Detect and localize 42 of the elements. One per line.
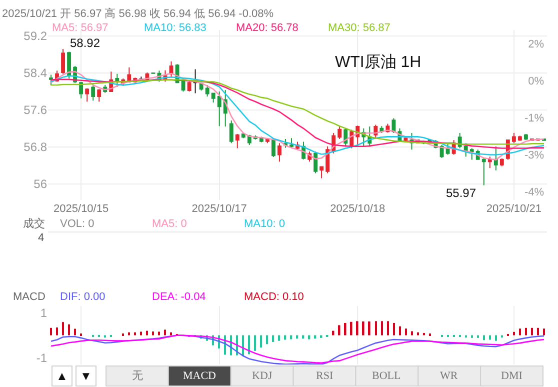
y-tick-label: 59.2	[24, 29, 48, 44]
text: MA5: 56.97	[52, 22, 108, 34]
category-label: DMI	[501, 370, 523, 382]
category-label: MACD	[183, 370, 216, 382]
annotation: 58.92	[70, 36, 100, 50]
category-label: ▼	[80, 369, 92, 383]
category-label: RSI	[316, 370, 334, 382]
y2-tick-label: 0%	[528, 76, 544, 88]
x-tick-label: 2025/10/21	[486, 203, 542, 215]
x-tick-label: 2025/10/17	[192, 203, 247, 215]
category-label: ▲	[56, 369, 68, 383]
text: 成交	[23, 217, 45, 230]
y-tick-label: 57.6	[24, 103, 48, 118]
y2-tick-label: -4%	[524, 186, 544, 198]
annotation: 55.97	[446, 186, 476, 200]
text: MA20: 56.78	[236, 22, 298, 34]
text: MA10: 56.83	[144, 22, 206, 34]
legend-label: MA5: 0	[152, 218, 187, 230]
x-tick-label: 2025/10/15	[54, 203, 109, 215]
y2-tick-label: -1%	[524, 112, 544, 124]
y-tick-label: 58.4	[24, 66, 48, 80]
category-label: WR	[440, 370, 458, 382]
chart-title: MACD	[13, 291, 46, 303]
text: WTI原油 1H	[335, 53, 422, 71]
text: DIF: 0.00	[60, 291, 106, 303]
text: 4	[38, 232, 44, 244]
y2-tick-label: 2%	[528, 38, 544, 51]
y-tick-label: 56.8	[24, 140, 48, 154]
category-label: KDJ	[252, 370, 273, 382]
y-tick-label: 56	[34, 177, 48, 192]
category-label: BOLL	[372, 370, 401, 382]
category-label: 无	[132, 370, 143, 382]
text: DEA: -0.04	[152, 291, 206, 303]
x-tick-label: 2025/10/18	[330, 203, 386, 215]
y-tick-label: -1	[36, 350, 48, 365]
y2-tick-label: -3%	[524, 149, 544, 162]
text: MA30: 56.87	[328, 22, 390, 34]
legend-label: MA10: 0	[244, 218, 285, 230]
legend-label: VOL: 0	[60, 218, 94, 230]
chart-subtitle: 2025/10/21 开 56.97 高 56.98 收 56.94 低 56.94 -0.08%	[2, 7, 274, 20]
y-tick-label: 1	[40, 306, 48, 320]
text: MACD: 0.10	[244, 291, 304, 303]
